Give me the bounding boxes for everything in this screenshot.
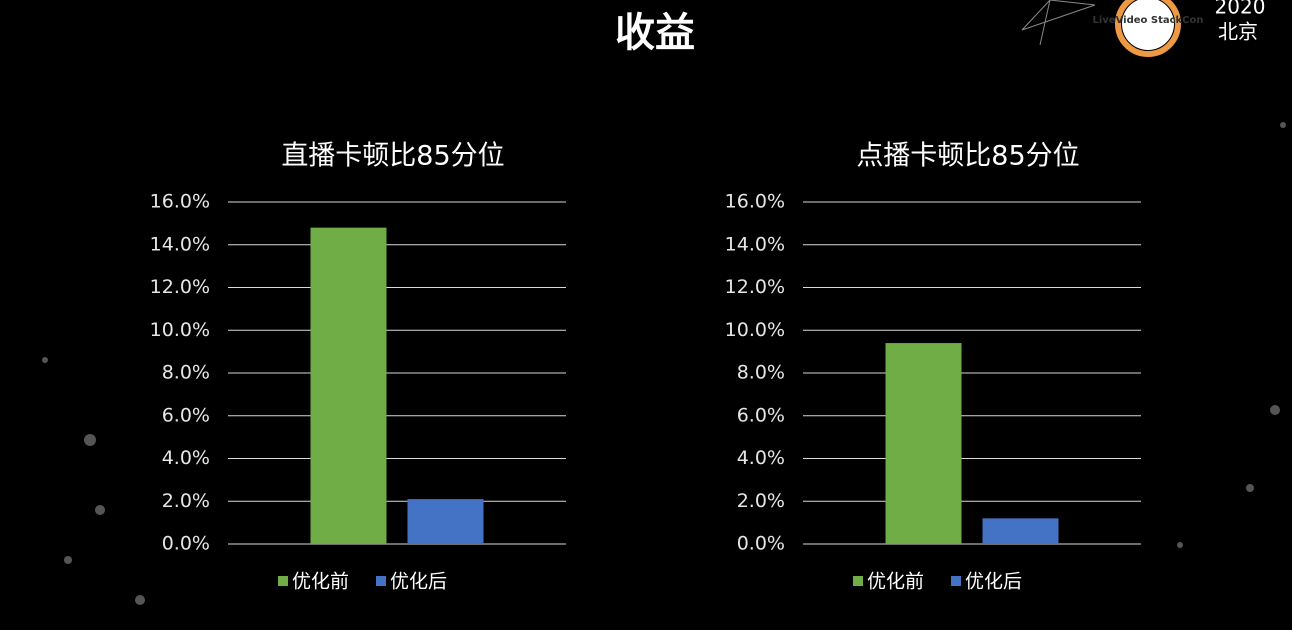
y-tick-label: 2.0% (737, 490, 785, 512)
y-tick-label: 0.0% (162, 533, 210, 555)
legend-label: 优化后 (390, 571, 447, 593)
y-tick-label: 6.0% (162, 404, 210, 426)
y-tick-label: 12.0% (725, 276, 785, 298)
year: 2020 (1215, 0, 1266, 19)
y-tick-label: 14.0% (150, 233, 210, 255)
y-tick-label: 4.0% (737, 447, 785, 469)
y-tick-label: 2.0% (162, 490, 210, 512)
y-tick-label: 16.0% (150, 191, 210, 213)
y-tick-label: 8.0% (737, 362, 785, 384)
logo-shape (1021, 0, 1096, 46)
bar (407, 499, 484, 544)
logo-text: LiveVideo StackCon (1092, 15, 1203, 26)
legend-label: 优化前 (867, 571, 924, 593)
legend-swatch (951, 576, 961, 586)
legend-swatch (376, 576, 386, 586)
y-tick-label: 10.0% (725, 319, 785, 341)
legend-swatch (278, 576, 288, 586)
logo-ring (1115, 0, 1181, 57)
bar (885, 343, 962, 544)
bar (310, 227, 387, 544)
y-tick-label: 16.0% (725, 191, 785, 213)
legend-swatch (853, 576, 863, 586)
y-tick-label: 12.0% (150, 276, 210, 298)
chart-title: 直播卡顿比85分位 (281, 141, 504, 172)
slide-title: 收益 (615, 10, 695, 56)
y-tick-label: 8.0% (162, 362, 210, 384)
y-tick-label: 10.0% (150, 319, 210, 341)
logo-disc (1122, 0, 1174, 50)
legend-label: 优化后 (965, 571, 1022, 593)
decor-dots (42, 122, 1286, 605)
y-tick-label: 0.0% (737, 533, 785, 555)
y-tick-label: 4.0% (162, 447, 210, 469)
city: 北京 (1218, 20, 1258, 44)
bar (982, 518, 1059, 544)
y-tick-label: 14.0% (725, 233, 785, 255)
legend-label: 优化前 (292, 571, 349, 593)
y-tick-label: 6.0% (737, 404, 785, 426)
chart-title: 点播卡顿比85分位 (856, 141, 1079, 172)
